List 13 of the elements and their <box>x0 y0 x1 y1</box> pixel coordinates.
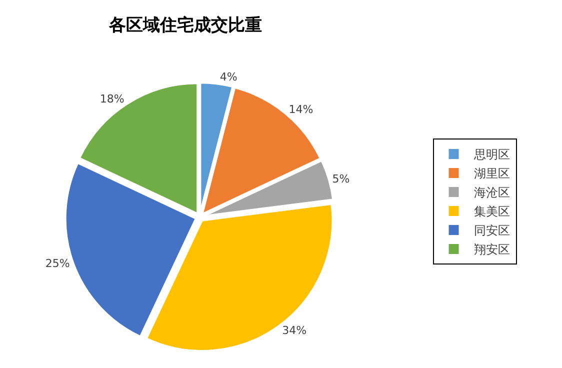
legend-label: 集美区 <box>474 204 510 219</box>
legend-label: 思明区 <box>472 148 510 162</box>
data-label: 25% <box>45 256 70 270</box>
data-label: 34% <box>282 324 307 337</box>
legend-label: 海沧区 <box>474 186 510 200</box>
data-label: 18% <box>100 92 124 106</box>
data-label: 5% <box>332 172 350 186</box>
legend-label: 湖里区 <box>474 166 510 181</box>
data-label: 14% <box>288 103 314 116</box>
data-label: 4% <box>220 70 238 84</box>
chart-title: 各区域住宅成交比重 <box>108 15 262 36</box>
legend-label: 同安区 <box>474 224 510 238</box>
legend-label: 翔安区 <box>474 242 510 257</box>
